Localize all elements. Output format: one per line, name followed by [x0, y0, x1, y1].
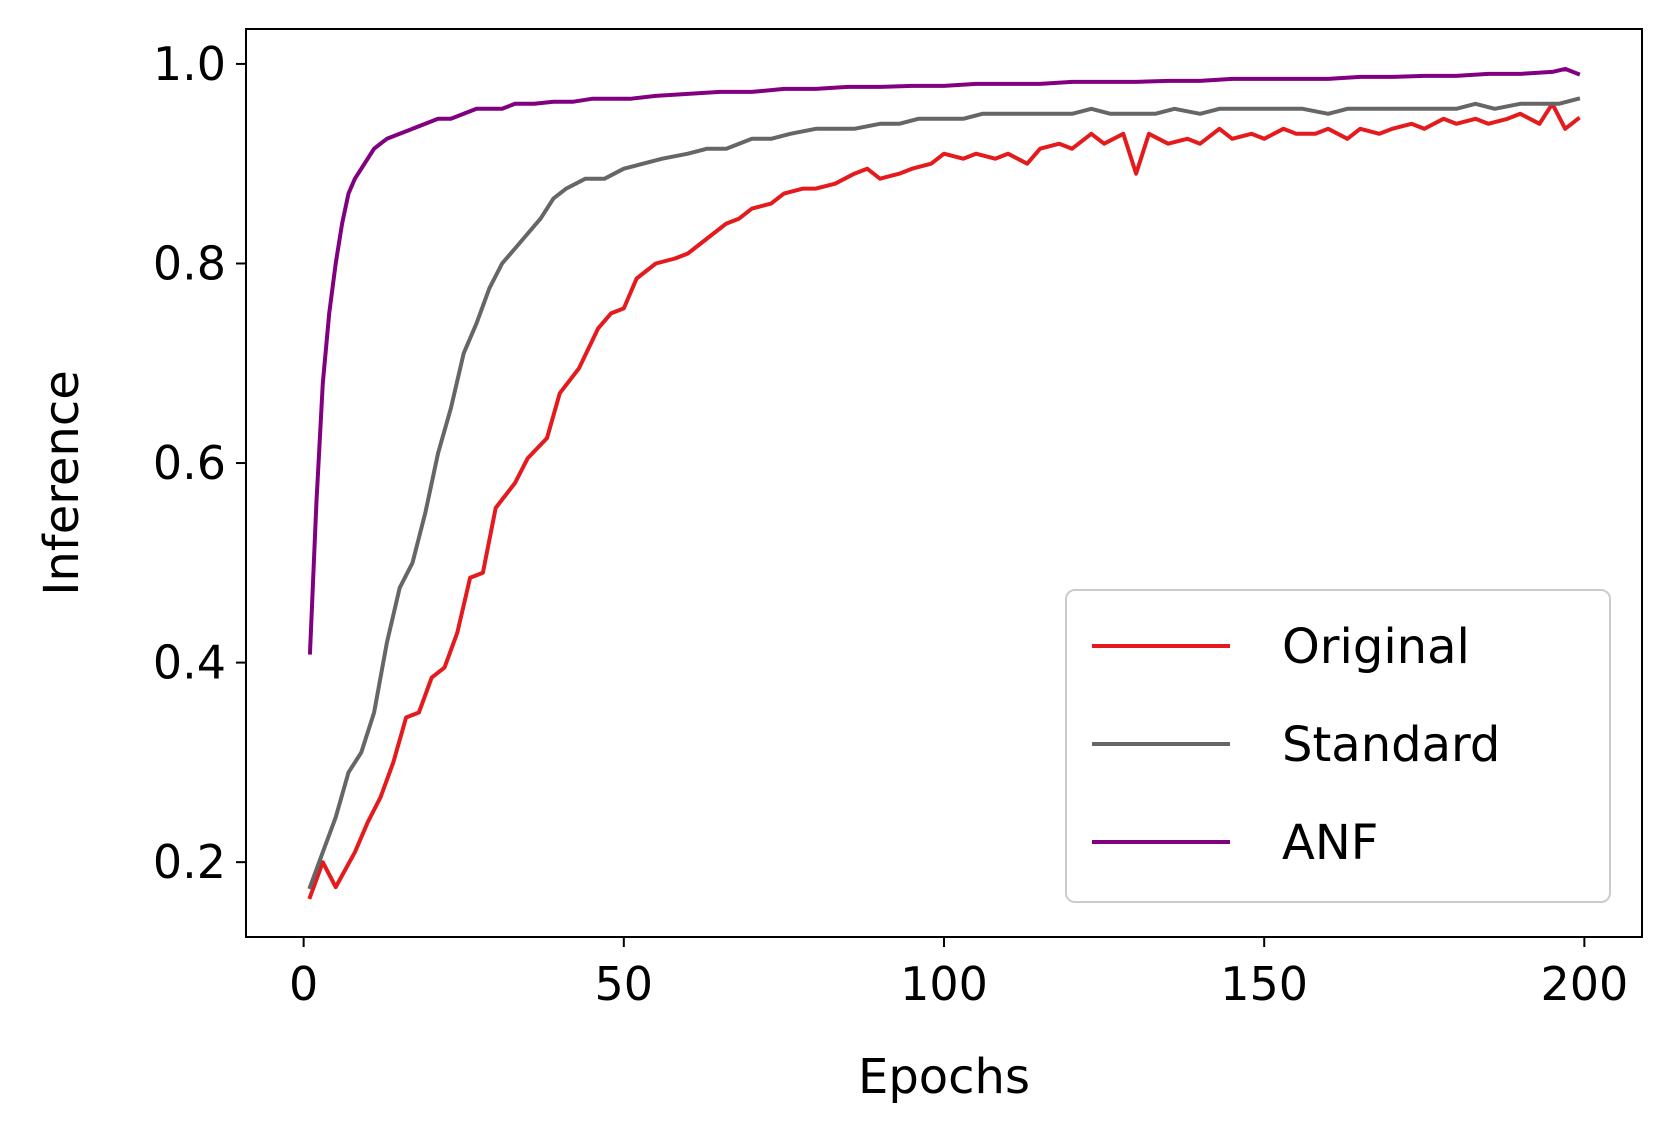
legend-label-original: Original: [1282, 619, 1470, 675]
legend-label-anf: ANF: [1282, 815, 1378, 871]
x-tick-label: 50: [595, 957, 654, 1011]
series-line-original: [307, 101, 1581, 900]
legend-label-standard: Standard: [1282, 717, 1500, 773]
series-line-anf: [307, 66, 1581, 655]
legend: Original Standard ANF: [1065, 589, 1611, 903]
y-axis-ticks: 0.2 0.4 0.6 0.8 1.0: [153, 37, 246, 889]
y-tick-label: 1.0: [153, 37, 226, 91]
series-layer: [307, 66, 1581, 900]
x-tick-label: 100: [900, 957, 988, 1011]
legend-box: [1065, 589, 1611, 903]
legend-entries: Original Standard ANF: [1092, 619, 1500, 871]
series-line-standard: [307, 96, 1581, 890]
y-tick-label: 0.6: [153, 436, 226, 490]
x-axis-ticks: 0 50 100 150 200: [289, 937, 1628, 1011]
y-tick-label: 0.4: [153, 636, 226, 690]
y-tick-label: 0.2: [153, 835, 226, 889]
x-axis-label: Epochs: [858, 1049, 1030, 1105]
y-axis-label: Inference: [34, 370, 90, 596]
x-tick-label: 200: [1540, 957, 1628, 1011]
x-tick-label: 0: [289, 957, 318, 1011]
y-tick-label: 0.8: [153, 236, 226, 290]
x-tick-label: 150: [1220, 957, 1308, 1011]
